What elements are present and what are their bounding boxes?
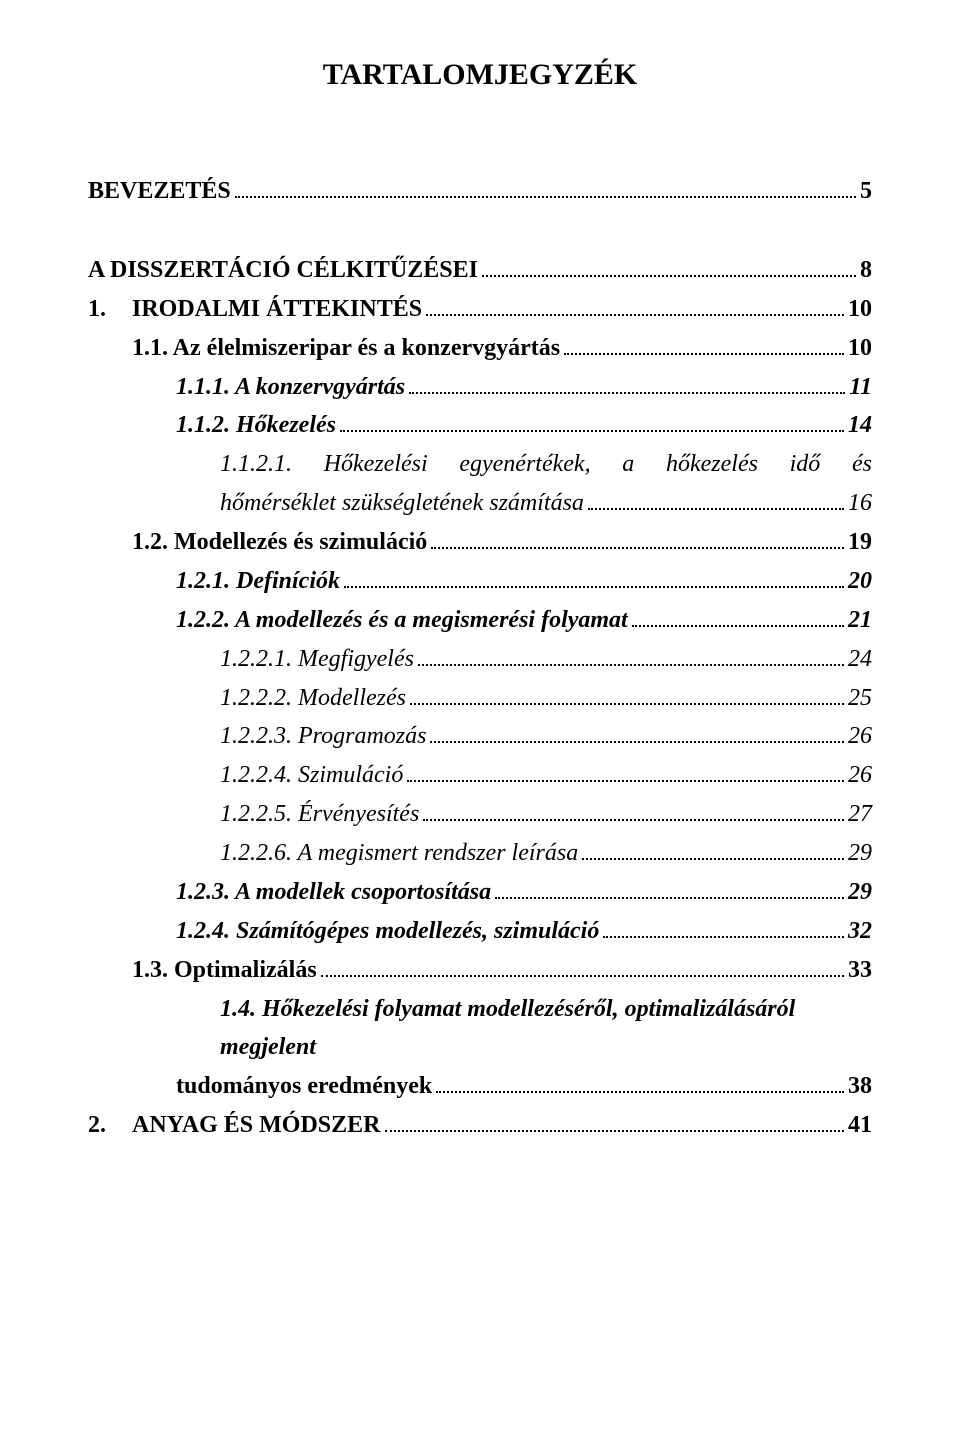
toc-leader bbox=[582, 834, 844, 860]
toc-entry: 1.1.2. Hőkezelés 14 bbox=[88, 406, 872, 445]
toc-entry: 2.ANYAG ÉS MÓDSZER 41 bbox=[88, 1106, 872, 1145]
toc-entry-page: 20 bbox=[848, 562, 872, 601]
toc-entry-page: 19 bbox=[848, 523, 872, 562]
toc-entry: 1.1.2.1. Hőkezelési egyenértékek, a hőke… bbox=[88, 445, 872, 484]
toc-entry-label: 1.2. Modellezés és szimuláció bbox=[132, 523, 427, 562]
toc-entry-page: 14 bbox=[848, 406, 872, 445]
toc-entry-page: 11 bbox=[849, 368, 872, 407]
toc-entry-label: IRODALMI ÁTTEKINTÉS bbox=[132, 290, 422, 329]
toc-entry-label: 1.1.2.1. Hőkezelési egyenértékek, a hőke… bbox=[220, 451, 872, 477]
toc-entry-label: A DISSZERTÁCIÓ CÉLKITŰZÉSEI bbox=[88, 251, 478, 290]
toc-leader bbox=[564, 329, 844, 355]
toc-entry: BEVEZETÉS 5 bbox=[88, 172, 872, 211]
toc-entry-label: 1.2.2. A modellezés és a megismerési fol… bbox=[176, 601, 628, 640]
toc-entry-label: 1.2.2.2. Modellezés bbox=[220, 679, 406, 718]
toc-entry: 1.1. Az élelmiszeripar és a konzervgyárt… bbox=[88, 329, 872, 368]
toc-entry: 1.2.2. A modellezés és a megismerési fol… bbox=[88, 601, 872, 640]
toc-entry-label: 1.2.2.1. Megfigyelés bbox=[220, 640, 414, 679]
toc-entry-label: 1.3. Optimalizálás bbox=[132, 951, 317, 990]
toc-entry-page: 41 bbox=[848, 1106, 872, 1145]
toc-entry: 1.3. Optimalizálás 33 bbox=[88, 951, 872, 990]
toc-entry: 1.2.3. A modellek csoportosítása 29 bbox=[88, 873, 872, 912]
toc-entry-label: 1.2.2.4. Szimuláció bbox=[220, 756, 403, 795]
toc-leader bbox=[632, 601, 844, 627]
toc-leader bbox=[431, 523, 844, 549]
toc-entry-label: ANYAG ÉS MÓDSZER bbox=[132, 1106, 381, 1145]
toc-leader bbox=[423, 795, 844, 821]
toc-entry-label: 1.2.2.6. A megismert rendszer leírása bbox=[220, 834, 578, 873]
toc-entry-label: 1.1.1. A konzervgyártás bbox=[176, 368, 405, 407]
toc-entry-label: BEVEZETÉS bbox=[88, 172, 231, 211]
toc-leader bbox=[495, 873, 844, 899]
toc-entry-page: 29 bbox=[848, 834, 872, 873]
toc-leader bbox=[588, 484, 844, 510]
toc-entry-label: 1.2.2.5. Érvényesítés bbox=[220, 795, 419, 834]
toc-entry: 1.2.2.3. Programozás 26 bbox=[88, 717, 872, 756]
toc-entry-page: 16 bbox=[848, 484, 872, 523]
toc-entry: 1.2.2.1. Megfigyelés 24 bbox=[88, 640, 872, 679]
toc-entry: A DISSZERTÁCIÓ CÉLKITŰZÉSEI 8 bbox=[88, 251, 872, 290]
toc-entry-label: 1.4. Hőkezelési folyamat modellezéséről,… bbox=[220, 996, 795, 1061]
page-title: TARTALOMJEGYZÉK bbox=[88, 58, 872, 92]
toc-entry-page: 38 bbox=[848, 1067, 872, 1106]
toc-entry-page: 10 bbox=[848, 290, 872, 329]
toc-entry-page: 8 bbox=[860, 251, 872, 290]
toc-entry: 1.1.1. A konzervgyártás 11 bbox=[88, 368, 872, 407]
toc-leader bbox=[409, 368, 845, 394]
toc-entry-number: 2. bbox=[88, 1106, 132, 1145]
toc-entry-page: 10 bbox=[848, 329, 872, 368]
toc-entry-page: 26 bbox=[848, 756, 872, 795]
toc-entry-page: 27 bbox=[848, 795, 872, 834]
toc-entry-page: 26 bbox=[848, 717, 872, 756]
toc-leader bbox=[321, 951, 844, 977]
toc-entry: hőmérséklet szükségletének számítása 16 bbox=[88, 484, 872, 523]
toc-leader bbox=[407, 756, 844, 782]
toc-entry-label: tudományos eredmények bbox=[176, 1067, 432, 1106]
toc-entry-label: 1.2.1. Definíciók bbox=[176, 562, 340, 601]
toc-leader bbox=[418, 640, 844, 666]
toc-leader bbox=[385, 1106, 845, 1132]
toc-entry: 1.2.1. Definíciók 20 bbox=[88, 562, 872, 601]
toc-entry-page: 21 bbox=[848, 601, 872, 640]
toc-entry-page: 25 bbox=[848, 679, 872, 718]
toc-leader bbox=[410, 679, 844, 705]
toc-entry-label: 1.2.3. A modellek csoportosítása bbox=[176, 873, 491, 912]
toc-entry: 1.2.2.6. A megismert rendszer leírása 29 bbox=[88, 834, 872, 873]
toc-leader bbox=[603, 912, 844, 938]
toc-leader bbox=[426, 290, 844, 316]
toc-entry: tudományos eredmények 38 bbox=[88, 1067, 872, 1106]
toc-entry: 1.2.4. Számítógépes modellezés, szimulác… bbox=[88, 912, 872, 951]
toc-entry: 1.2.2.4. Szimuláció 26 bbox=[88, 756, 872, 795]
toc-leader bbox=[340, 406, 844, 432]
toc-entry: 1.2.2.5. Érvényesítés 27 bbox=[88, 795, 872, 834]
toc-entry-page: 33 bbox=[848, 951, 872, 990]
toc-entry-label: 1.2.4. Számítógépes modellezés, szimulác… bbox=[176, 912, 599, 951]
toc-entry-page: 32 bbox=[848, 912, 872, 951]
document-page: TARTALOMJEGYZÉK BEVEZETÉS 5 A DISSZERTÁCIÓ… bbox=[0, 0, 960, 1447]
toc-entry-page: 24 bbox=[848, 640, 872, 679]
toc-entry-label: hőmérséklet szükségletének számítása bbox=[220, 484, 584, 523]
table-of-contents: BEVEZETÉS5A DISSZERTÁCIÓ CÉLKITŰZÉSEI81.… bbox=[88, 172, 872, 1145]
toc-entry: 1.2. Modellezés és szimuláció 19 bbox=[88, 523, 872, 562]
toc-leader bbox=[235, 172, 856, 198]
toc-entry-number: 1. bbox=[88, 290, 132, 329]
toc-leader bbox=[482, 251, 856, 277]
toc-entry-label: 1.1.2. Hőkezelés bbox=[176, 406, 336, 445]
toc-entry: 1.IRODALMI ÁTTEKINTÉS 10 bbox=[88, 290, 872, 329]
toc-entry-label: 1.2.2.3. Programozás bbox=[220, 717, 426, 756]
toc-leader bbox=[430, 717, 844, 743]
toc-leader bbox=[436, 1067, 844, 1093]
toc-entry-label: 1.1. Az élelmiszeripar és a konzervgyárt… bbox=[132, 329, 560, 368]
toc-entry: 1.4. Hőkezelési folyamat modellezéséről,… bbox=[88, 990, 872, 1068]
toc-entry-page: 5 bbox=[860, 172, 872, 211]
toc-entry-page: 29 bbox=[848, 873, 872, 912]
toc-leader bbox=[344, 562, 844, 588]
toc-entry: 1.2.2.2. Modellezés 25 bbox=[88, 679, 872, 718]
